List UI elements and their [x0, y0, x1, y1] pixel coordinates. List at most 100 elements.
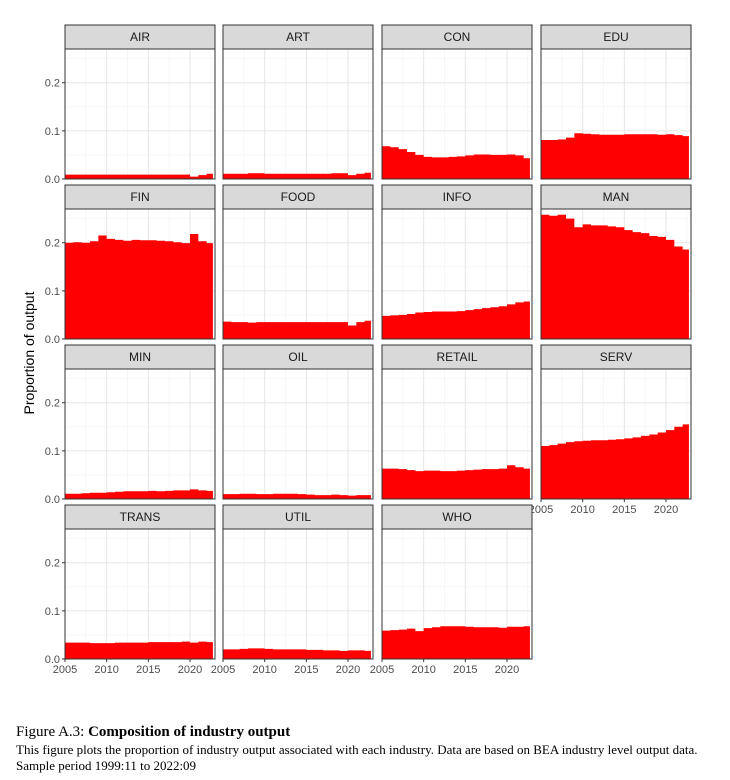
- panel-border: [540, 368, 692, 500]
- strip-label: MIN: [129, 350, 151, 364]
- figure-description: This figure plots the proportion of indu…: [16, 742, 698, 773]
- x-tick-label: 2020: [495, 664, 519, 676]
- y-tick-label: 0.0: [45, 494, 60, 506]
- strip-label: CON: [444, 30, 471, 44]
- strip-background: [381, 344, 533, 370]
- panel-con: CON: [381, 24, 533, 180]
- x-tick-label: 2005: [529, 504, 553, 516]
- panel-border: [222, 368, 374, 500]
- x-tick-label: 2010: [94, 664, 118, 676]
- y-tick-label: 0.1: [45, 446, 60, 458]
- panel-border: [222, 208, 374, 340]
- series-area: [541, 133, 689, 179]
- series-area: [223, 648, 371, 659]
- panel-edu: EDU: [540, 24, 692, 180]
- panel-border: [540, 208, 692, 340]
- y-tick-label: 0.2: [45, 558, 60, 570]
- panel-info: INFO: [381, 184, 533, 340]
- y-axis-label: Proportion of output: [21, 291, 37, 414]
- x-tick-label: 2010: [570, 504, 594, 516]
- panel-oil: OIL: [222, 344, 374, 500]
- panel-who: WHO 2005 2010 2015 2020: [370, 504, 533, 676]
- series-area: [223, 320, 371, 339]
- panel-border: [381, 48, 533, 180]
- series-area: [541, 214, 689, 339]
- strip-label: FOOD: [281, 190, 316, 204]
- plot-background: [223, 369, 373, 499]
- strip-background: [64, 504, 216, 530]
- plot-background: [65, 49, 215, 179]
- x-tick-label: 2020: [336, 664, 360, 676]
- strip-background: [381, 504, 533, 530]
- strip-background: [540, 344, 692, 370]
- panel-art: ART: [222, 24, 374, 180]
- y-tick-label: 0.1: [45, 606, 60, 618]
- strip-background: [64, 24, 216, 50]
- plot-background: [223, 529, 373, 659]
- strip-background: [222, 184, 374, 210]
- figure-label: Figure A.3:: [16, 724, 85, 740]
- x-tick-label: 2015: [136, 664, 160, 676]
- series-area: [65, 173, 213, 179]
- strip-label: ART: [286, 30, 310, 44]
- figure-title: Composition of industry output: [88, 724, 291, 740]
- y-tick-label: 0.2: [45, 398, 60, 410]
- panel-border: [381, 208, 533, 340]
- x-tick-label: 2015: [294, 664, 318, 676]
- series-area: [382, 146, 530, 179]
- panel-retail: RETAIL: [381, 344, 533, 500]
- panel-border: [64, 368, 216, 500]
- panel-fin: FIN 0.0 0.1 0.2: [45, 184, 216, 346]
- strip-label: RETAIL: [436, 350, 477, 364]
- y-tick-label: 0.1: [45, 286, 60, 298]
- strip-label: OIL: [288, 350, 308, 364]
- panel-border: [64, 48, 216, 180]
- strip-label: INFO: [443, 190, 472, 204]
- plot-background: [65, 529, 215, 659]
- panel-trans: TRANS 0.0 0.1 0.2 2005 2010 2015 2020: [45, 504, 216, 676]
- strip-label: TRANS: [120, 510, 161, 524]
- panel-serv: SERV 2005 2010 2015 2020: [529, 344, 692, 516]
- strip-background: [381, 184, 533, 210]
- panel-food: FOOD: [222, 184, 374, 340]
- y-tick-label: 0.2: [45, 78, 60, 90]
- x-tick-label: 2005: [370, 664, 394, 676]
- strip-background: [381, 24, 533, 50]
- y-tick-label: 0.1: [45, 126, 60, 138]
- strip-label: AIR: [130, 30, 150, 44]
- x-tick-label: 2005: [53, 664, 77, 676]
- x-tick-label: 2015: [612, 504, 636, 516]
- series-area: [65, 641, 213, 659]
- strip-background: [540, 24, 692, 50]
- plot-background: [223, 49, 373, 179]
- strip-label: EDU: [603, 30, 628, 44]
- y-tick-label: 0.0: [45, 654, 60, 666]
- panel-man: MAN: [540, 184, 692, 340]
- figure-caption: Figure A.3: Composition of industry outp…: [16, 722, 716, 774]
- y-tick-label: 0.0: [45, 334, 60, 346]
- panel-border: [64, 528, 216, 660]
- panel-border: [64, 208, 216, 340]
- panel-border: [381, 528, 533, 660]
- strip-label: FIN: [130, 190, 149, 204]
- series-area: [65, 489, 213, 499]
- strip-label: WHO: [442, 510, 471, 524]
- y-tick-label: 0.0: [45, 174, 60, 186]
- series-area: [223, 493, 371, 499]
- panel-border: [222, 528, 374, 660]
- strip-background: [222, 24, 374, 50]
- plot-background: [223, 209, 373, 339]
- strip-background: [64, 344, 216, 370]
- faceted-area-chart: Proportion of output AIR 0.0 0.1 0.2 ART CON ED…: [21, 24, 692, 676]
- panel-border: [381, 368, 533, 500]
- x-tick-label: 2020: [178, 664, 202, 676]
- panel-border: [540, 48, 692, 180]
- series-area: [382, 465, 530, 499]
- x-tick-label: 2005: [211, 664, 235, 676]
- series-area: [382, 301, 530, 339]
- panel-min: MIN 0.0 0.1 0.2: [45, 344, 216, 506]
- series-area: [382, 626, 530, 659]
- x-tick-label: 2015: [453, 664, 477, 676]
- y-tick-label: 0.2: [45, 238, 60, 250]
- series-area: [541, 424, 689, 499]
